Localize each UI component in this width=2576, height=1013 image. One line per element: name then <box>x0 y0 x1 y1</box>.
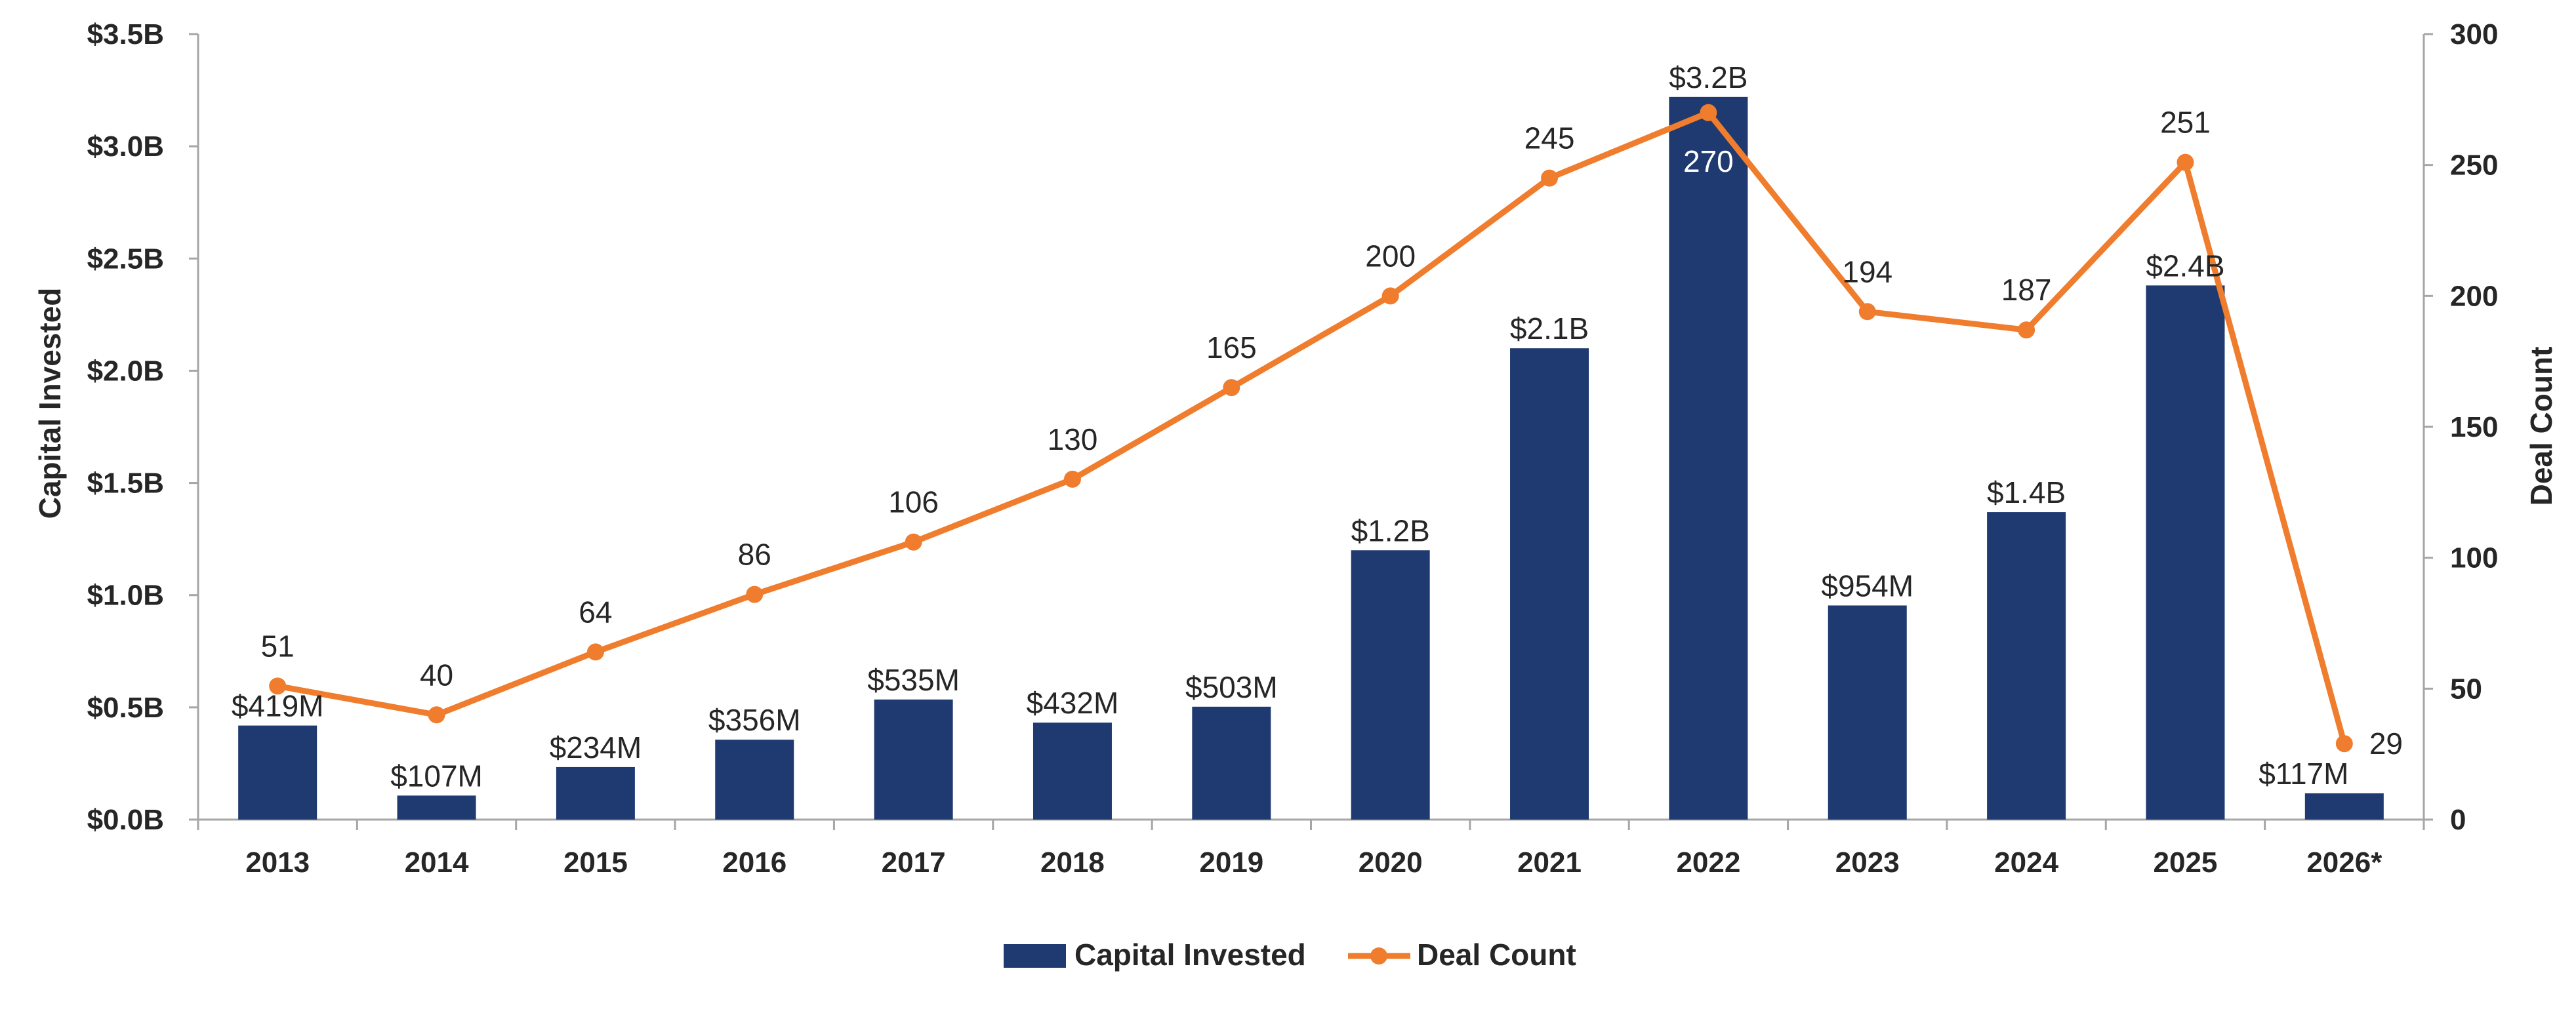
x-tick-label: 2021 <box>1517 846 1582 879</box>
bar-data-label: $117M <box>2259 757 2348 791</box>
bar-capital-invested <box>1510 348 1589 820</box>
deal-count-marker <box>1541 169 1559 187</box>
bar-capital-invested <box>1828 605 1907 820</box>
bar-data-label: $535M <box>867 663 960 697</box>
right-tick-label: 300 <box>2450 18 2498 50</box>
deal-count-marker <box>1381 287 1399 305</box>
right-tick-label: 250 <box>2450 149 2498 182</box>
bar-data-label: $1.2B <box>1351 513 1430 547</box>
left-tick-label: $2.0B <box>87 355 164 387</box>
line-data-label: 29 <box>2369 726 2403 761</box>
line-data-label: 245 <box>1524 121 1575 155</box>
right-tick-label: 200 <box>2450 280 2498 312</box>
x-tick-label: 2022 <box>1676 846 1740 879</box>
x-tick-label: 2019 <box>1199 846 1263 879</box>
line-data-label: 194 <box>1842 254 1892 288</box>
bar-capital-invested <box>1351 550 1430 820</box>
line-data-label: 51 <box>261 629 295 663</box>
bar-data-label: $107M <box>390 759 483 793</box>
line-data-label: 200 <box>1365 239 1416 273</box>
deal-count-line <box>274 109 2348 747</box>
deal-count-marker <box>586 643 604 661</box>
bar-data-label: $954M <box>1821 568 1913 603</box>
left-axis-title: Capital Invested <box>33 288 67 519</box>
line-data-label: 270 <box>1683 144 1734 178</box>
x-tick-label: 2013 <box>245 846 310 879</box>
x-tick-label: 2024 <box>1994 846 2058 879</box>
bar-data-label: $234M <box>550 730 642 765</box>
left-tick-label: $0.0B <box>87 804 164 836</box>
data-labels-layer: $419M $107M $234M $356M $535M $432M $503M $1.2B… <box>232 60 2403 793</box>
line-data-label: 187 <box>2001 273 2052 307</box>
left-tick-label: $3.0B <box>87 130 164 163</box>
bar-capital-invested <box>715 740 794 820</box>
legend-label-capital-invested: Capital Invested <box>1074 938 1306 972</box>
bar-capital-invested <box>2304 793 2384 820</box>
axes-layer: $0.0B $0.5B $1.0B $1.5B $2.0B $2.5B $3.0B $3.5B… <box>87 18 2499 879</box>
deal-count-marker <box>1063 470 1081 488</box>
deal-count-marker <box>2018 321 2035 339</box>
bar-data-label: $419M <box>232 689 324 723</box>
bar-capital-invested <box>1987 512 2066 820</box>
bar-capital-invested <box>1032 723 1112 820</box>
deal-count-marker <box>428 706 445 724</box>
bars-layer <box>238 96 2384 820</box>
deal-count-marker <box>1858 303 1876 321</box>
line-data-label: 165 <box>1206 330 1257 365</box>
legend-label-deal-count: Deal Count <box>1417 938 1576 972</box>
right-tick-label: 150 <box>2450 411 2498 443</box>
x-tick-label: 2015 <box>563 846 628 879</box>
bar-capital-invested <box>238 725 317 820</box>
right-axis-title: Deal Count <box>2524 347 2558 506</box>
x-tick-label: 2023 <box>1835 846 1900 879</box>
x-tick-label: 2017 <box>882 846 946 879</box>
x-tick-label: 2026* <box>2306 846 2382 879</box>
x-tick-label: 2020 <box>1359 846 1423 879</box>
bar-capital-invested <box>874 699 953 820</box>
bar-data-label: $356M <box>708 703 801 737</box>
deal-count-marker <box>269 677 287 695</box>
bar-data-label: $503M <box>1185 670 1278 704</box>
deal-count-marker <box>1700 104 1717 121</box>
bar-data-label: $2.4B <box>2146 248 2224 283</box>
line-layer <box>269 104 2353 753</box>
legend-swatch-deal-count-marker <box>1370 947 1387 964</box>
bar-data-label: $3.2B <box>1669 60 1748 94</box>
left-tick-label: $2.5B <box>87 243 164 275</box>
legend-swatch-capital-invested <box>1004 944 1066 968</box>
right-tick-label: 50 <box>2450 673 2482 705</box>
line-data-label: 106 <box>888 485 939 519</box>
bar-data-label: $432M <box>1027 686 1119 720</box>
left-tick-label: $0.5B <box>87 692 164 724</box>
deal-count-marker <box>2177 153 2194 171</box>
line-data-label: 40 <box>420 658 453 692</box>
bar-capital-invested <box>1669 96 1748 820</box>
bar-capital-invested <box>556 766 635 820</box>
deal-count-marker <box>1223 379 1240 397</box>
left-tick-label: $1.5B <box>87 467 164 500</box>
left-tick-label: $1.0B <box>87 580 164 612</box>
bar-data-label: $2.1B <box>1510 311 1589 346</box>
legend: Capital Invested Deal Count <box>1004 938 1576 972</box>
deal-count-marker <box>905 533 922 551</box>
line-data-label: 251 <box>2160 106 2211 140</box>
bar-capital-invested <box>397 795 476 820</box>
x-tick-label: 2016 <box>722 846 787 879</box>
line-data-label: 86 <box>738 538 771 572</box>
deal-count-marker <box>2335 735 2353 753</box>
bar-capital-invested <box>2146 285 2225 820</box>
line-data-label: 64 <box>579 595 612 629</box>
bar-capital-invested <box>1192 706 1271 820</box>
x-tick-label: 2018 <box>1040 846 1105 879</box>
x-tick-label: 2025 <box>2154 846 2218 879</box>
bar-data-label: $1.4B <box>1987 475 2066 509</box>
x-tick-label: 2014 <box>405 846 469 879</box>
line-data-label: 130 <box>1048 422 1098 456</box>
right-tick-label: 100 <box>2450 542 2498 574</box>
right-tick-label: 0 <box>2450 804 2466 836</box>
left-tick-label: $3.5B <box>87 18 164 50</box>
deal-count-marker <box>746 586 764 603</box>
